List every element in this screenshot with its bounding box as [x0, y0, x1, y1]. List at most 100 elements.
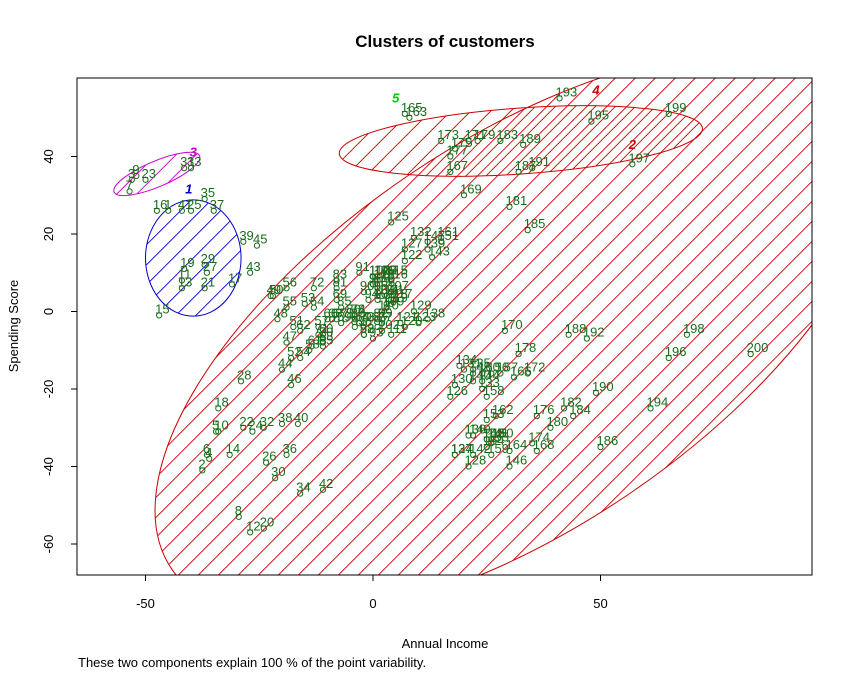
point-marker — [515, 351, 522, 358]
point-115: 115 — [387, 263, 408, 280]
point-label: 11 — [178, 267, 192, 282]
point-label: 96 — [364, 309, 378, 324]
point-marker — [288, 354, 295, 362]
point-37: 37 — [210, 197, 224, 214]
point-marker — [267, 292, 274, 300]
point-marker — [397, 320, 404, 327]
point-marker — [181, 165, 188, 172]
hatch-line — [77, 78, 539, 575]
point-marker — [447, 153, 454, 160]
point-label: 80 — [351, 305, 365, 320]
hatch-line — [109, 144, 205, 204]
point-label: 121 — [396, 309, 418, 324]
point-marker — [483, 444, 490, 451]
point-10: 10 — [214, 418, 229, 435]
point-label: 169 — [460, 181, 482, 196]
point-marker — [401, 110, 408, 117]
point-marker — [506, 463, 513, 470]
point-label: 195 — [587, 108, 609, 123]
point-192: 192 — [583, 325, 605, 342]
point-label: 107 — [387, 278, 409, 293]
point-64: 64 — [310, 294, 324, 311]
point-188: 188 — [565, 321, 586, 338]
point-label: 116 — [387, 267, 408, 282]
point-marker — [260, 424, 267, 431]
point-label: 83 — [333, 267, 347, 282]
point-167: 167 — [446, 158, 468, 176]
point-53: 53 — [301, 290, 315, 307]
point-label: 89 — [351, 313, 365, 328]
point-86: 86 — [346, 301, 361, 319]
point-198: 198 — [683, 321, 705, 338]
point-label: 17 — [228, 270, 242, 285]
point-label: 34 — [296, 480, 310, 495]
point-marker — [438, 238, 445, 245]
point-marker — [683, 331, 691, 338]
point-marker — [524, 227, 531, 234]
point-78: 78 — [351, 301, 365, 319]
point-165: 165 — [401, 100, 423, 117]
point-label: 33 — [187, 154, 201, 169]
y-tick-label: -20 — [41, 380, 56, 399]
point-80: 80 — [351, 305, 365, 323]
point-marker — [333, 285, 340, 292]
point-marker — [529, 440, 536, 447]
point-5: 5 — [212, 418, 219, 435]
point-marker — [187, 207, 195, 214]
point-175: 175 — [451, 135, 473, 152]
point-marker — [388, 300, 395, 307]
point-label: 3 — [128, 166, 135, 181]
point-141: 141 — [487, 425, 509, 443]
point-marker — [360, 331, 367, 338]
point-marker — [556, 95, 563, 102]
point-marker — [388, 277, 395, 284]
point-marker — [201, 261, 208, 269]
point-label: 12 — [246, 518, 260, 533]
hatch-line — [158, 78, 812, 575]
point-169: 169 — [460, 181, 482, 199]
y-tick-label: 40 — [41, 149, 56, 163]
hatch-line — [337, 95, 522, 187]
hatch-line — [360, 95, 705, 187]
point-6: 6 — [203, 441, 210, 458]
cluster-labels: 1 2 3 4 5 — [185, 83, 637, 197]
point-label: 30 — [271, 464, 285, 479]
point-marker — [328, 316, 336, 323]
point-57: 57 — [314, 313, 329, 331]
point-label: 71 — [314, 321, 328, 336]
point-label: 35 — [201, 185, 215, 200]
